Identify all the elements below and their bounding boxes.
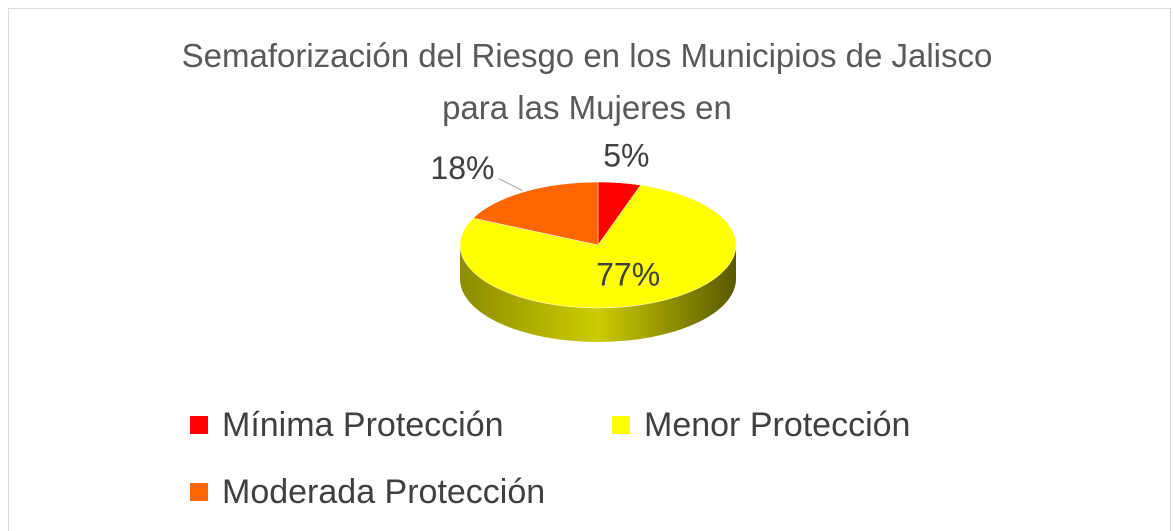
legend-swatch: [612, 416, 630, 434]
legend-swatch: [190, 416, 208, 434]
data-label: 77%: [596, 256, 660, 292]
legend-label: Menor Protección: [644, 406, 910, 444]
pie-slice: [459, 184, 737, 309]
leader-line: [498, 178, 523, 192]
chart-border: [8, 8, 1171, 531]
pie-slice-side: [460, 245, 736, 342]
pie-slice: [472, 181, 599, 246]
legend-label: Mínima Protección: [222, 406, 504, 444]
chart-title: Semaforización del Riesgo en los Municip…: [181, 37, 993, 126]
data-label: 18%: [430, 150, 494, 186]
data-label: 5%: [603, 137, 649, 173]
legend-swatch: [190, 483, 208, 501]
legend-label: Moderada Protección: [222, 473, 545, 511]
